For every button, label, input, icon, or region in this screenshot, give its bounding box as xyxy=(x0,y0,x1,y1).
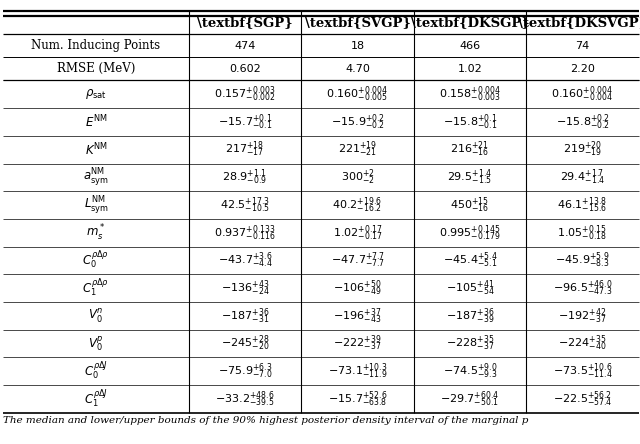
Text: 474: 474 xyxy=(234,41,256,51)
Text: $300^{+2}_{-2}$: $300^{+2}_{-2}$ xyxy=(340,167,374,187)
Text: $C^{\rho\Delta\rho}_1$: $C^{\rho\Delta\rho}_1$ xyxy=(83,278,109,299)
Text: $-22.5^{+56.2}_{-57.4}$: $-22.5^{+56.2}_{-57.4}$ xyxy=(553,389,612,409)
Text: $-73.5^{+10.6}_{-11.4}$: $-73.5^{+10.6}_{-11.4}$ xyxy=(553,361,612,381)
Text: $-228^{+35}_{-37}$: $-228^{+35}_{-37}$ xyxy=(446,334,494,353)
Text: $0.937^{+0.133}_{-0.116}$: $0.937^{+0.133}_{-0.116}$ xyxy=(214,223,276,242)
Text: $L^\mathrm{NM}_\mathrm{sym}$: $L^\mathrm{NM}_\mathrm{sym}$ xyxy=(83,194,109,216)
Text: 2.20: 2.20 xyxy=(570,64,595,74)
Text: 0.602: 0.602 xyxy=(229,64,261,74)
Text: $40.2^{+19.6}_{-16.2}$: $40.2^{+19.6}_{-16.2}$ xyxy=(332,195,383,215)
Text: $-187^{+36}_{-31}$: $-187^{+36}_{-31}$ xyxy=(221,306,269,326)
Text: $0.160^{+0.004}_{-0.004}$: $0.160^{+0.004}_{-0.004}$ xyxy=(551,84,614,104)
Text: $-15.7^{+52.6}_{-63.8}$: $-15.7^{+52.6}_{-63.8}$ xyxy=(328,389,387,409)
Text: $-74.5^{+9.0}_{-9.3}$: $-74.5^{+9.0}_{-9.3}$ xyxy=(443,361,497,381)
Text: $V^n_0$: $V^n_0$ xyxy=(88,307,104,325)
Text: \textbf{DKSGP}: \textbf{DKSGP} xyxy=(411,16,529,29)
Text: $K^\mathrm{NM}$: $K^\mathrm{NM}$ xyxy=(84,141,108,158)
Text: The median and lower/upper bounds of the 90% highest posterior density interval : The median and lower/upper bounds of the… xyxy=(3,416,529,425)
Text: $-43.7^{+3.6}_{-4.4}$: $-43.7^{+3.6}_{-4.4}$ xyxy=(218,251,273,270)
Text: $450^{+15}_{-16}$: $450^{+15}_{-16}$ xyxy=(451,195,490,215)
Text: $-29.7^{+60.4}_{-50.1}$: $-29.7^{+60.4}_{-50.1}$ xyxy=(440,389,500,409)
Text: $29.4^{+1.7}_{-1.4}$: $29.4^{+1.7}_{-1.4}$ xyxy=(560,167,605,187)
Text: $-245^{+28}_{-20}$: $-245^{+28}_{-20}$ xyxy=(221,334,269,353)
Text: $29.5^{+1.4}_{-1.5}$: $29.5^{+1.4}_{-1.5}$ xyxy=(447,167,493,187)
Text: $42.5^{+17.3}_{-10.5}$: $42.5^{+17.3}_{-10.5}$ xyxy=(220,195,270,215)
Text: $1.02^{+0.17}_{-0.17}$: $1.02^{+0.17}_{-0.17}$ xyxy=(333,223,383,242)
Text: $1.05^{+0.15}_{-0.18}$: $1.05^{+0.15}_{-0.18}$ xyxy=(557,223,607,242)
Text: $a^\mathrm{NM}_\mathrm{sym}$: $a^\mathrm{NM}_\mathrm{sym}$ xyxy=(83,166,109,188)
Text: $-45.4^{+5.4}_{-5.1}$: $-45.4^{+5.4}_{-5.1}$ xyxy=(443,251,497,270)
Text: 466: 466 xyxy=(460,41,481,51)
Text: $221^{+19}_{-21}$: $221^{+19}_{-21}$ xyxy=(338,140,377,159)
Text: $-196^{+37}_{-43}$: $-196^{+37}_{-43}$ xyxy=(333,306,381,326)
Text: $-187^{+36}_{-39}$: $-187^{+36}_{-39}$ xyxy=(445,306,494,326)
Text: $-222^{+39}_{-37}$: $-222^{+39}_{-37}$ xyxy=(333,334,382,353)
Text: 18: 18 xyxy=(351,41,365,51)
Text: $m^*_s$: $m^*_s$ xyxy=(86,223,106,243)
Text: \textbf{DKSVGP}: \textbf{DKSVGP} xyxy=(518,16,640,29)
Text: $-224^{+35}_{-40}$: $-224^{+35}_{-40}$ xyxy=(558,334,607,353)
Text: $219^{+20}_{-19}$: $219^{+20}_{-19}$ xyxy=(563,140,602,159)
Text: Num. Inducing Points: Num. Inducing Points xyxy=(31,39,161,52)
Text: $-15.8^{+0.1}_{-0.1}$: $-15.8^{+0.1}_{-0.1}$ xyxy=(443,112,497,132)
Text: $-15.8^{+0.2}_{-0.2}$: $-15.8^{+0.2}_{-0.2}$ xyxy=(556,112,609,132)
Text: $C^{\rho\Delta J}_1$: $C^{\rho\Delta J}_1$ xyxy=(84,388,108,410)
Text: 74: 74 xyxy=(575,41,589,51)
Text: $C^{\rho\Delta\rho}_0$: $C^{\rho\Delta\rho}_0$ xyxy=(83,250,109,271)
Text: $\rho_\mathrm{sat}$: $\rho_\mathrm{sat}$ xyxy=(85,87,107,101)
Text: $28.9^{+1.1}_{-0.9}$: $28.9^{+1.1}_{-0.9}$ xyxy=(223,167,268,187)
Text: $-105^{+41}_{-54}$: $-105^{+41}_{-54}$ xyxy=(445,278,494,298)
Text: $-106^{+50}_{-49}$: $-106^{+50}_{-49}$ xyxy=(333,278,382,298)
Text: $0.158^{+0.004}_{-0.003}$: $0.158^{+0.004}_{-0.003}$ xyxy=(439,84,501,104)
Text: $-96.5^{+46.0}_{-47.3}$: $-96.5^{+46.0}_{-47.3}$ xyxy=(553,278,612,298)
Text: $-192^{+42}_{-37}$: $-192^{+42}_{-37}$ xyxy=(558,306,607,326)
Text: RMSE (MeV): RMSE (MeV) xyxy=(57,62,135,75)
Text: $-73.1^{+10.3}_{-11.9}$: $-73.1^{+10.3}_{-11.9}$ xyxy=(328,361,387,381)
Text: $-45.9^{+5.9}_{-8.3}$: $-45.9^{+5.9}_{-8.3}$ xyxy=(556,251,610,270)
Text: $0.160^{+0.004}_{-0.005}$: $0.160^{+0.004}_{-0.005}$ xyxy=(326,84,388,104)
Text: $-75.9^{+6.3}_{-7.0}$: $-75.9^{+6.3}_{-7.0}$ xyxy=(218,361,272,381)
Text: $216^{+21}_{-16}$: $216^{+21}_{-16}$ xyxy=(451,140,490,159)
Text: $-15.7^{+0.1}_{-0.1}$: $-15.7^{+0.1}_{-0.1}$ xyxy=(218,112,272,132)
Text: $-136^{+43}_{-24}$: $-136^{+43}_{-24}$ xyxy=(221,278,269,298)
Text: $-33.2^{+48.6}_{-39.5}$: $-33.2^{+48.6}_{-39.5}$ xyxy=(215,389,275,409)
Text: $217^{+18}_{-17}$: $217^{+18}_{-17}$ xyxy=(225,140,264,159)
Text: $E^\mathrm{NM}$: $E^\mathrm{NM}$ xyxy=(84,114,108,130)
Text: $C^{\rho\Delta J}_0$: $C^{\rho\Delta J}_0$ xyxy=(84,361,108,382)
Text: $-47.7^{+7.7}_{-7.7}$: $-47.7^{+7.7}_{-7.7}$ xyxy=(331,251,385,270)
Text: $V^p_0$: $V^p_0$ xyxy=(88,334,104,353)
Text: $46.1^{+13.8}_{-15.6}$: $46.1^{+13.8}_{-15.6}$ xyxy=(557,195,607,215)
Text: \textbf{SGP}: \textbf{SGP} xyxy=(197,16,293,29)
Text: $0.995^{+0.145}_{-0.179}$: $0.995^{+0.145}_{-0.179}$ xyxy=(439,223,501,242)
Text: 4.70: 4.70 xyxy=(345,64,370,74)
Text: $0.157^{+0.003}_{-0.002}$: $0.157^{+0.003}_{-0.002}$ xyxy=(214,84,276,104)
Text: \textbf{SVGP}: \textbf{SVGP} xyxy=(305,16,410,29)
Text: 1.02: 1.02 xyxy=(458,64,483,74)
Text: $-15.9^{+0.2}_{-0.2}$: $-15.9^{+0.2}_{-0.2}$ xyxy=(331,112,385,132)
